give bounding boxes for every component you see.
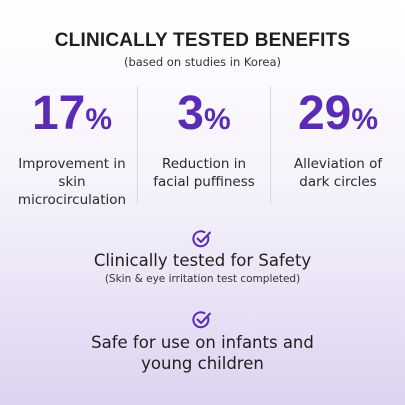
check-icon — [192, 230, 211, 248]
claim-title: Safe for use on infants and young childr… — [91, 333, 314, 373]
stat: 3% Reduction in facial puffiness — [139, 88, 269, 191]
divider — [137, 86, 138, 204]
stat-value: 29 — [297, 87, 352, 140]
stat: 29% Alleviation of dark circles — [273, 88, 403, 191]
claim-title: Clinically tested for Safety — [93, 251, 312, 270]
stat: 17% Improvement in skin microcirculation — [7, 88, 137, 209]
stat-value: 17 — [31, 87, 86, 140]
stat-unit: % — [351, 103, 379, 136]
stat-value: 3 — [177, 87, 204, 140]
stat-number: 3% — [139, 88, 269, 151]
subtitle: (based on studies in Korea) — [123, 55, 282, 69]
stat-unit: % — [204, 103, 231, 136]
stat-unit: % — [85, 103, 113, 136]
check-icon — [192, 311, 211, 329]
claim: Clinically tested for Safety (Skin & eye… — [0, 250, 405, 285]
claim: Safe for use on infants and young childr… — [0, 332, 405, 374]
stat-number: 29% — [273, 88, 403, 151]
claim-note: (Skin & eye irritation test completed) — [104, 273, 301, 285]
stat-label: Alleviation of dark circles — [293, 156, 383, 190]
stat-label: Improvement in skin microcirculation — [17, 156, 127, 208]
title: CLINICALLY TESTED BENEFITS — [54, 30, 351, 51]
stat-label: Reduction in facial puffiness — [153, 156, 255, 190]
divider — [270, 86, 271, 204]
stat-number: 17% — [7, 88, 137, 151]
